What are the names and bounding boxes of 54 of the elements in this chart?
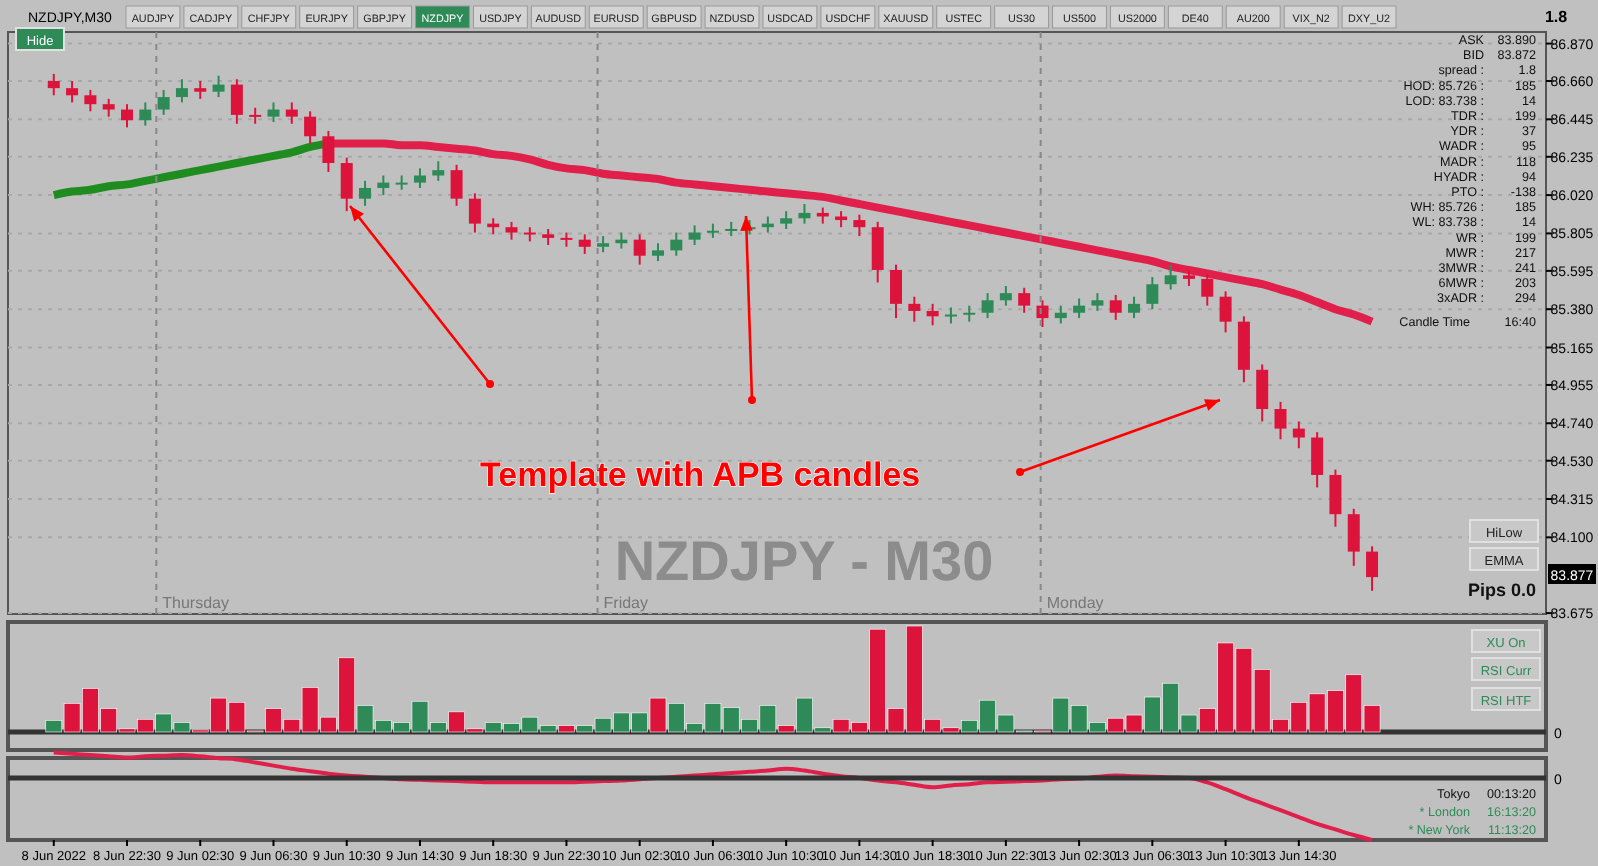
candlestick [1073,297,1086,320]
candlestick [871,220,884,284]
candlestick [84,88,97,113]
candlestick [285,101,298,125]
text: Pips 0.0 [1467,580,1536,600]
candlestick [908,295,921,323]
candlestick [377,174,390,197]
candlestick [47,72,60,97]
candlestick [432,160,445,182]
candlestick [1347,507,1360,567]
annotation: Monday [1046,594,1104,612]
candlestick [853,213,866,238]
candlestick [798,203,811,225]
candlestick [395,174,408,191]
candlestick [139,101,152,127]
candlestick [468,192,481,234]
candlestick [1292,420,1305,450]
candlestick [413,167,426,189]
text: 1.8 [1544,8,1569,26]
candlestick [322,129,335,173]
candlestick [1311,431,1324,489]
candlestick [450,163,463,207]
candlestick [267,101,280,124]
candlestick [157,88,170,116]
candlestick [981,292,994,320]
candlestick [175,78,188,104]
annotation: Thursday [162,594,230,612]
candlestick [1366,545,1379,592]
candlestick [890,263,903,320]
candlestick [121,103,134,129]
candlestick [1018,286,1031,314]
candlestick [212,74,225,99]
candlestick [1164,263,1177,291]
candlestick [1109,293,1122,321]
candlestick [578,233,591,255]
candlestick [66,80,79,104]
candlestick [1201,272,1214,307]
candlestick [688,224,701,247]
candlestick [359,179,372,207]
candlestick [1274,400,1287,441]
candlestick [1329,468,1342,528]
candlestick [1219,290,1232,334]
candlestick [1128,295,1141,320]
candlestick [633,233,646,266]
candlestick [926,302,939,327]
candlestick [304,110,317,145]
candlestick [340,156,353,213]
annotation: Friday [603,594,649,612]
candlestick [1146,276,1159,311]
annotation: Template with APB candles [480,456,921,494]
candlestick [230,78,243,125]
candlestick [1256,363,1269,423]
candlestick [670,231,683,257]
candlestick [999,285,1012,307]
